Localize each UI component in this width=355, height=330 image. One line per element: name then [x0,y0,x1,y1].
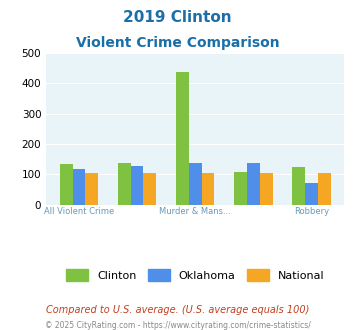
Bar [72,169,85,205]
Bar [318,173,331,205]
Bar [143,173,156,205]
Bar [260,173,273,205]
Bar [293,167,305,205]
Legend: Clinton, Oklahoma, National: Clinton, Oklahoma, National [61,265,329,285]
Bar [305,183,318,205]
Bar [85,173,98,205]
Bar [234,172,247,205]
Text: Violent Crime Comparison: Violent Crime Comparison [76,36,279,50]
Bar [176,72,189,205]
Text: 2019 Clinton: 2019 Clinton [123,10,232,25]
Bar [189,163,202,205]
Text: Compared to U.S. average. (U.S. average equals 100): Compared to U.S. average. (U.S. average … [46,305,309,315]
Bar [202,173,214,205]
Bar [118,163,131,205]
Bar [131,166,143,205]
Bar [247,163,260,205]
Bar [60,164,72,205]
Text: © 2025 CityRating.com - https://www.cityrating.com/crime-statistics/: © 2025 CityRating.com - https://www.city… [45,321,310,330]
